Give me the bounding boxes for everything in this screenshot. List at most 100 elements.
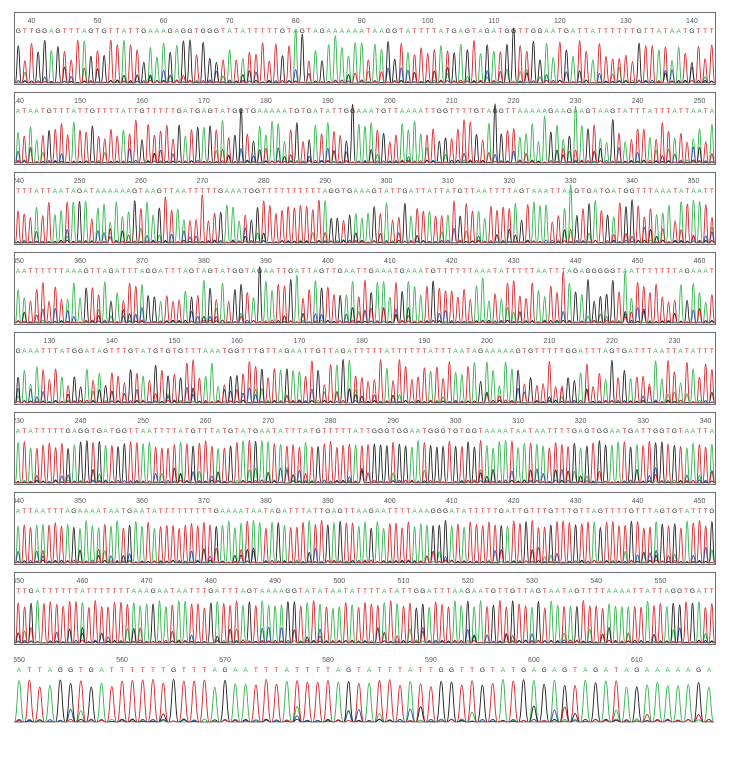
svg-text:G: G <box>369 508 374 515</box>
svg-text:T: T <box>272 348 276 355</box>
svg-text:T: T <box>113 588 117 595</box>
svg-text:T: T <box>710 268 714 275</box>
svg-text:T: T <box>357 268 361 275</box>
svg-text:A: A <box>593 188 598 195</box>
svg-text:A: A <box>551 28 556 35</box>
svg-text:T: T <box>413 28 417 35</box>
svg-text:T: T <box>498 588 502 595</box>
svg-text:A: A <box>16 508 21 515</box>
svg-text:A: A <box>96 508 101 515</box>
svg-text:T: T <box>332 108 336 115</box>
svg-text:T: T <box>93 588 97 595</box>
svg-text:150: 150 <box>74 98 86 105</box>
svg-text:T: T <box>388 108 392 115</box>
svg-text:G: G <box>420 588 425 595</box>
svg-text:470: 470 <box>141 578 153 585</box>
svg-text:T: T <box>410 348 414 355</box>
svg-text:T: T <box>295 667 299 674</box>
svg-text:A: A <box>667 188 672 195</box>
svg-text:G: G <box>485 28 490 35</box>
svg-text:A: A <box>388 268 393 275</box>
svg-text:G: G <box>255 188 260 195</box>
svg-text:T: T <box>555 508 559 515</box>
svg-text:410: 410 <box>446 498 458 505</box>
svg-text:A: A <box>313 108 318 115</box>
svg-text:A: A <box>503 428 508 435</box>
svg-text:T: T <box>128 108 132 115</box>
svg-text:40: 40 <box>28 18 36 25</box>
svg-text:T: T <box>254 588 258 595</box>
svg-text:T: T <box>616 348 620 355</box>
svg-text:T: T <box>325 588 329 595</box>
svg-text:G: G <box>587 188 592 195</box>
svg-text:A: A <box>425 508 430 515</box>
svg-text:A: A <box>428 348 433 355</box>
svg-text:A: A <box>279 588 284 595</box>
svg-text:A: A <box>28 108 33 115</box>
svg-text:G: G <box>78 428 83 435</box>
svg-text:T: T <box>222 428 226 435</box>
svg-text:T: T <box>636 188 640 195</box>
svg-text:A: A <box>282 108 287 115</box>
svg-text:270: 270 <box>196 178 208 185</box>
svg-text:A: A <box>41 508 46 515</box>
svg-text:T: T <box>391 428 395 435</box>
svg-text:T: T <box>188 188 192 195</box>
svg-text:T: T <box>289 508 293 515</box>
svg-text:T: T <box>121 508 125 515</box>
svg-text:T: T <box>511 667 515 674</box>
svg-text:T: T <box>377 667 381 674</box>
svg-text:A: A <box>66 508 71 515</box>
svg-text:T: T <box>450 268 454 275</box>
svg-text:T: T <box>710 188 714 195</box>
svg-text:A: A <box>395 588 400 595</box>
svg-text:A: A <box>373 28 378 35</box>
svg-text:T: T <box>647 428 651 435</box>
svg-text:A: A <box>532 188 537 195</box>
svg-text:A: A <box>406 108 411 115</box>
svg-text:A: A <box>35 588 40 595</box>
svg-text:T: T <box>206 188 210 195</box>
svg-text:G: G <box>402 188 407 195</box>
svg-text:G: G <box>151 588 156 595</box>
svg-text:280: 280 <box>258 178 270 185</box>
svg-text:G: G <box>132 188 137 195</box>
svg-text:T: T <box>549 268 553 275</box>
svg-text:T: T <box>245 508 249 515</box>
svg-text:G: G <box>504 28 509 35</box>
svg-text:G: G <box>572 348 577 355</box>
svg-text:T: T <box>641 428 645 435</box>
svg-text:T: T <box>66 348 70 355</box>
svg-text:A: A <box>233 508 238 515</box>
svg-text:T: T <box>679 428 683 435</box>
svg-text:T: T <box>311 188 315 195</box>
svg-text:T: T <box>22 108 26 115</box>
svg-text:A: A <box>216 348 221 355</box>
svg-text:T: T <box>91 348 95 355</box>
svg-text:A: A <box>303 428 308 435</box>
svg-text:A: A <box>264 108 269 115</box>
svg-text:A: A <box>481 268 486 275</box>
svg-text:A: A <box>22 268 27 275</box>
svg-text:A: A <box>710 428 715 435</box>
svg-text:T: T <box>658 588 662 595</box>
svg-text:A: A <box>182 188 187 195</box>
chromatogram-panel: 340350360370380390400410420430440450 ATT… <box>14 492 716 565</box>
svg-text:A: A <box>409 188 414 195</box>
svg-text:T: T <box>185 428 189 435</box>
svg-text:410: 410 <box>384 258 396 265</box>
svg-text:T: T <box>171 108 175 115</box>
svg-text:A: A <box>183 588 188 595</box>
svg-text:G: G <box>386 28 391 35</box>
svg-text:T: T <box>636 108 640 115</box>
svg-text:G: G <box>88 28 93 35</box>
svg-text:A: A <box>384 188 389 195</box>
svg-text:T: T <box>47 508 51 515</box>
svg-text:T: T <box>197 428 201 435</box>
svg-text:T: T <box>97 108 101 115</box>
svg-text:A: A <box>258 108 263 115</box>
svg-text:A: A <box>691 108 696 115</box>
svg-text:T: T <box>354 348 358 355</box>
svg-text:100: 100 <box>422 18 434 25</box>
svg-text:A: A <box>375 508 380 515</box>
